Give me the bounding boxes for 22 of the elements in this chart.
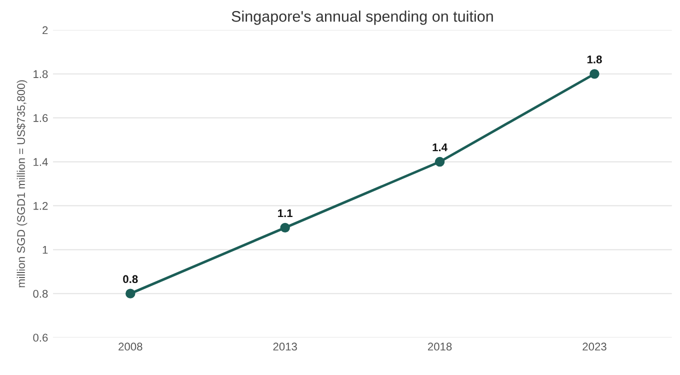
y-tick-label: 0.8 — [33, 290, 48, 298]
point — [280, 222, 290, 233]
x-tick-label: 2023 — [582, 342, 606, 351]
y-tick-label: 1.6 — [34, 114, 48, 122]
y-tick-label: 0.6 — [33, 334, 48, 342]
data-label: 0.8 — [123, 275, 138, 284]
data-label: 1.8 — [587, 56, 602, 64]
data-label: 1.1 — [278, 209, 293, 218]
y-tick-label: 2 — [42, 26, 48, 34]
point — [590, 69, 600, 79]
y-tick-label: 1.8 — [34, 70, 48, 78]
x-tick-label: 2013 — [273, 342, 297, 351]
point — [434, 156, 445, 167]
x-tick-label: 2018 — [428, 342, 452, 351]
y-axis-title: million SGD (SGD1 million = US$735,800) — [16, 80, 28, 288]
y-tick-label: 1.4 — [34, 158, 48, 166]
data-label: 1.4 — [432, 144, 448, 152]
x-tick-label: 2008 — [118, 342, 142, 351]
chart-title: Singapore's annual spending on tuition — [232, 10, 493, 25]
point — [126, 288, 136, 298]
y-tick-label: 1.2 — [34, 202, 48, 210]
y-tick-label: 1 — [42, 246, 48, 254]
